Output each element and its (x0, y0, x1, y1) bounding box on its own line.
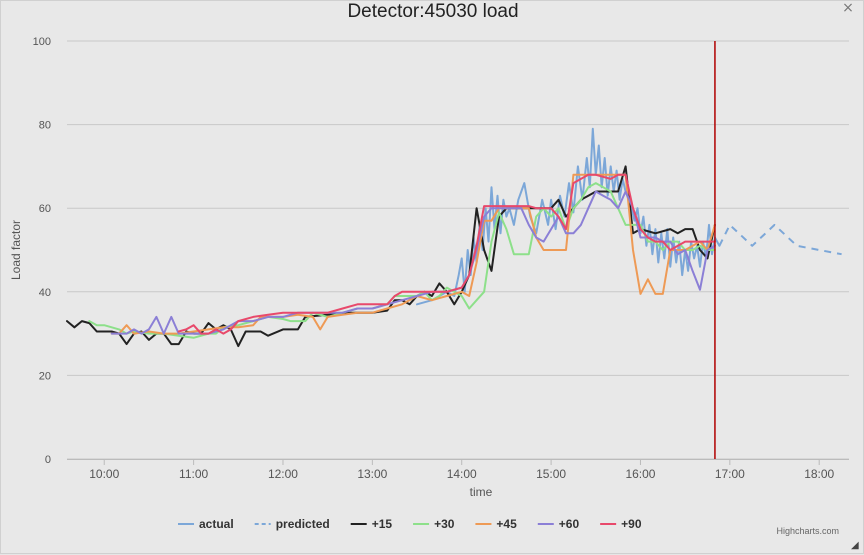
x-tick-label: 16:00 (625, 467, 655, 481)
series-line-plus30 (88, 182, 716, 339)
legend-item-plus60[interactable]: +60 (537, 517, 580, 531)
legend-label: actual (199, 517, 234, 531)
legend-item-plus90[interactable]: +90 (600, 517, 642, 531)
x-tick-label: 18:00 (804, 467, 834, 481)
legend-item-plus15[interactable]: +15 (350, 517, 393, 531)
x-tick-label: 14:00 (447, 467, 477, 481)
series-line-actual (416, 127, 721, 306)
x-tick-label: 11:00 (179, 467, 208, 481)
legend-label: +90 (621, 517, 642, 531)
credits-link[interactable]: Highcharts.com (776, 526, 839, 536)
y-tick-label: 40 (39, 287, 51, 299)
series-line-predicted (718, 223, 842, 256)
x-tick-label: 12:00 (268, 467, 298, 481)
y-tick-label: 100 (33, 36, 51, 48)
legend-label: +30 (434, 517, 455, 531)
series-line-plus60 (110, 190, 716, 335)
y-tick-label: 60 (39, 203, 51, 215)
legend-label: +45 (496, 517, 517, 531)
series-line-plus45 (110, 173, 716, 335)
close-icon[interactable]: × (842, 0, 854, 16)
x-axis-title: time (470, 485, 493, 499)
x-tick-label: 17:00 (715, 467, 745, 481)
series-line-plus15 (66, 165, 716, 348)
legend-item-plus45[interactable]: +45 (475, 517, 517, 531)
legend-item-predicted[interactable]: predicted (254, 517, 330, 531)
x-tick-label: 13:00 (357, 467, 387, 481)
chart-title: Detector:45030 load (347, 1, 519, 22)
y-axis-title: Load factor (9, 220, 23, 280)
legend-item-actual[interactable]: actual (178, 517, 234, 531)
series-line-plus90 (177, 173, 716, 335)
y-tick-label: 80 (39, 120, 51, 132)
legend-item-plus30[interactable]: +30 (413, 517, 455, 531)
legend-label: +60 (559, 517, 580, 531)
y-tick-label: 20 (39, 370, 51, 382)
y-tick-label: 0 (45, 454, 51, 466)
resize-grip-icon[interactable]: ◢ (851, 540, 859, 551)
legend-label: +15 (372, 517, 393, 531)
x-tick-label: 10:00 (89, 467, 119, 481)
legend-label: predicted (276, 517, 330, 531)
x-tick-label: 15:00 (536, 467, 566, 481)
